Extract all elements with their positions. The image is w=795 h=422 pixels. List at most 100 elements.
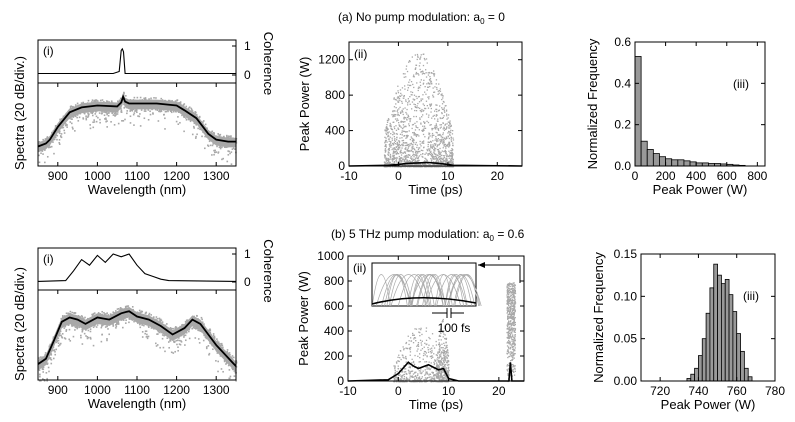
spectrum-sample [68,328,71,331]
spectrum-sample [152,113,154,115]
spectrum-sample [213,132,216,135]
peak-power-sample [441,330,444,332]
histogram-bar [690,373,695,382]
peak-power-sample [406,149,408,152]
peak-power-sample [398,379,400,381]
peak-power-sample [509,317,511,319]
peak-power-sample [507,368,509,370]
peak-power-sample [403,76,405,78]
peak-power-sample [402,121,405,123]
peak-power-sample [446,123,448,125]
peak-power-sample [509,309,511,311]
peak-power-sample [509,305,511,307]
peak-power-sample [442,147,444,149]
peak-power-sample [506,287,508,289]
spectrum-sample [213,153,215,156]
spectrum-sample [133,320,135,323]
peak-power-sample [398,158,400,160]
peak-power-sample [507,356,509,359]
peak-power-sample [443,333,445,335]
peak-power-sample [514,309,516,311]
peak-power-sample [450,129,452,131]
peak-power-sample [441,103,444,105]
peak-power-sample [450,137,452,139]
peak-power-sample [426,62,428,64]
peak-power-sample [424,91,426,93]
peak-power-sample [425,361,428,363]
peak-power-sample [398,160,400,163]
spectrum-sample [113,124,116,126]
peak-power-sample [442,347,444,349]
peak-power-sample [408,125,410,127]
spectrum-sample [174,350,176,353]
peak-power-sample [404,152,407,154]
peak-power-sample [425,100,428,102]
peak-power-sample [393,110,395,112]
peak-power-sample [512,329,514,331]
peak-power-sample [429,83,431,85]
peak-power-sample [511,356,513,358]
spectrum-sample [195,123,197,125]
peak-power-sample [444,375,446,377]
peak-power-sample [439,166,441,168]
peak-power-sample [397,144,400,147]
peak-power-sample [431,134,433,136]
peak-power-sample [426,368,428,370]
coherence-tick-label: 0 [244,275,251,289]
inset-pulse [424,274,446,307]
peak-power-sample [429,338,431,340]
peak-power-sample [513,323,515,325]
peak-power-sample [437,158,439,161]
spectrum-mean-line [37,94,236,148]
peak-power-sample [443,127,445,129]
peak-power-sample [442,357,444,359]
peak-power-sample [427,351,430,353]
spectrum-sample [220,368,223,370]
peak-power-sample [395,166,397,168]
y-axis-label: Normalized Frequency [585,38,600,169]
spectrum-sample [44,161,46,164]
peak-power-sample [447,361,450,363]
peak-power-sample [440,164,442,166]
plot-frame [634,41,766,167]
peak-power-sample [512,346,514,349]
peak-power-sample [424,379,426,381]
peak-power-sample [398,164,400,166]
peak-power-sample [507,350,509,352]
peak-power-sample [452,154,454,156]
spectrum-sample [106,338,108,340]
peak-power-sample [446,155,448,158]
peak-power-sample [432,87,434,89]
peak-power-sample [414,154,416,156]
spectrum-sample [57,337,60,339]
peak-power-sample [443,108,445,110]
spectrum-sample [72,335,75,338]
peak-power-sample [433,156,435,158]
peak-power-sample [429,81,432,83]
peak-power-sample [513,365,515,368]
peak-power-sample [408,370,410,372]
peak-power-sample [419,68,421,71]
peak-power-sample [390,133,392,135]
spectrum-sample [146,335,148,338]
peak-power-sample [441,150,443,152]
peak-power-sample [512,340,514,342]
spectrum-sample [216,145,218,148]
peak-power-sample [438,348,440,351]
spectrum-sample [91,99,94,101]
peak-power-sample [445,110,448,112]
peak-power-sample [506,307,508,309]
spectrum-sample [107,112,110,114]
peak-power-sample [446,113,448,115]
spectrum-sample [182,104,185,106]
spectrum-sample [146,337,149,340]
peak-power-sample [448,127,450,129]
peak-power-sample [392,154,394,156]
peak-power-sample [447,155,449,157]
spectrum-sample [92,121,94,124]
peak-power-sample [387,134,389,136]
peak-power-sample [446,370,448,372]
peak-power-sample [410,160,412,163]
peak-power-sample [407,143,409,146]
peak-power-sample [415,141,417,144]
